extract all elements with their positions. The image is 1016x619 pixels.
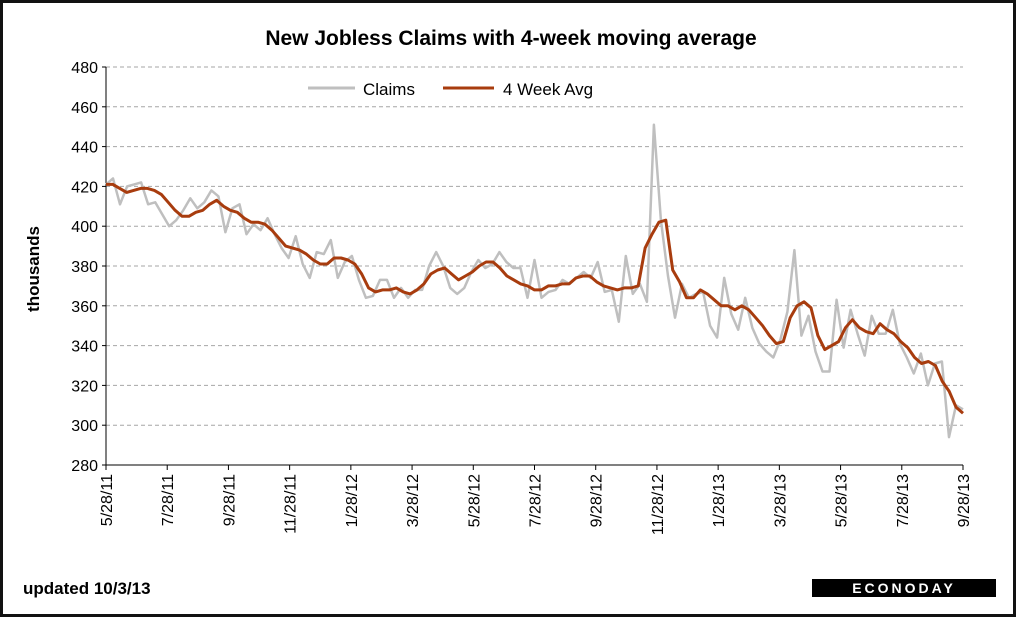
y-tick-label: 440 [71,140,98,157]
econoday-logo: ECONODAY [812,579,996,597]
y-tick-label: 320 [71,378,98,395]
y-tick-label: 300 [71,418,98,435]
legend: Claims 4 Week Avg [308,80,593,99]
y-tick-label: 360 [71,299,98,316]
x-tick-label: 9/28/13 [956,474,973,527]
y-axis-ticks: 280 300 320 340 360 380 400 420 440 460 480 [71,60,106,475]
x-tick-label: 7/28/13 [895,474,912,527]
x-tick-label: 1/28/12 [344,474,361,527]
legend-claims-label: Claims [363,80,415,99]
y-tick-label: 400 [71,219,98,236]
x-tick-label: 7/28/12 [528,474,545,527]
x-tick-label: 9/28/11 [221,474,238,526]
y-tick-label: 280 [71,458,98,475]
x-tick-label: 9/28/12 [589,474,606,527]
claims-series-line [105,123,964,439]
x-tick-label: 5/28/11 [99,474,116,526]
x-tick-label: 3/28/12 [405,474,422,527]
series-layer [105,123,964,439]
x-tick-label: 7/28/11 [160,474,177,526]
y-tick-label: 380 [71,259,98,276]
line-chart: New Jobless Claims with 4-week moving av… [24,27,973,535]
y-tick-label: 460 [71,100,98,117]
x-tick-label: 11/28/11 [283,474,300,534]
x-tick-label: 1/28/13 [711,474,728,527]
legend-avg-label: 4 Week Avg [503,80,593,99]
x-tick-label: 3/28/13 [772,474,789,527]
y-tick-label: 340 [71,339,98,356]
x-tick-label: 5/28/12 [466,474,483,527]
y-tick-label: 480 [71,60,98,77]
y-tick-label: 420 [71,179,98,196]
y-axis-label: thousands [24,226,43,312]
x-axis-ticks: 5/28/11 7/28/11 9/28/11 11/28/11 1/28/12 3/28… [99,465,973,535]
four-week-avg-series-line [106,182,964,415]
x-tick-label: 11/28/12 [650,474,667,535]
chart-title: New Jobless Claims with 4-week moving av… [265,27,756,50]
x-tick-label: 5/28/13 [834,474,851,527]
updated-note: updated 10/3/13 [23,579,151,598]
